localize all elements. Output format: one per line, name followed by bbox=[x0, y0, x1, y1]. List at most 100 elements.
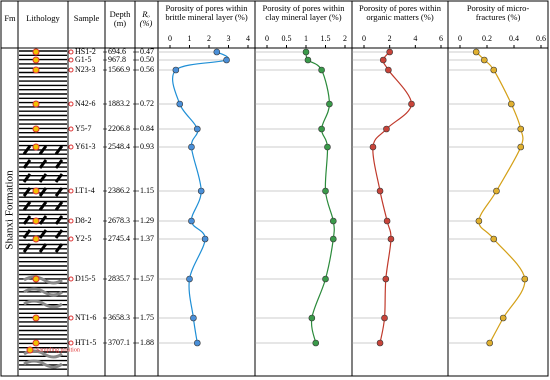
sample-name: G1-5 bbox=[75, 55, 91, 64]
x-tick-label: 4 bbox=[413, 34, 417, 43]
data-point bbox=[312, 339, 320, 347]
sample-name: Y2-5 bbox=[75, 234, 91, 243]
data-point bbox=[517, 143, 525, 151]
x-tick-label: 1.5 bbox=[321, 34, 331, 43]
sample-marker bbox=[68, 236, 74, 242]
lithology-sample-dot bbox=[32, 100, 40, 108]
data-point bbox=[490, 235, 498, 243]
sample-marker bbox=[68, 218, 74, 224]
data-point bbox=[329, 217, 337, 225]
x-tick-label: 0.4 bbox=[509, 34, 519, 43]
header-sample: Sample bbox=[73, 13, 100, 23]
x-tick-label: 0 bbox=[265, 34, 269, 43]
x-tick-label: 0.6 bbox=[536, 34, 546, 43]
x-tick-label: 2 bbox=[207, 34, 211, 43]
lithology-dash bbox=[38, 187, 48, 197]
data-point bbox=[322, 187, 329, 195]
sample-depth: 2678.3 bbox=[108, 216, 130, 225]
lithology-sample-dot bbox=[32, 339, 40, 347]
lithology-dash bbox=[38, 229, 48, 239]
lithology-dash bbox=[38, 243, 48, 253]
data-point bbox=[188, 217, 195, 225]
lithology-dash bbox=[54, 215, 64, 225]
data-point bbox=[324, 143, 331, 151]
sample-depth: 967.8 bbox=[108, 55, 126, 64]
sample-ro: 1.88 bbox=[140, 338, 154, 347]
data-point bbox=[302, 48, 310, 56]
data-point bbox=[486, 339, 494, 347]
data-point bbox=[507, 100, 515, 108]
data-point bbox=[386, 48, 393, 56]
data-point bbox=[521, 275, 529, 283]
data-point bbox=[194, 339, 201, 347]
lithology-dash bbox=[22, 201, 32, 211]
lithology-dash bbox=[38, 173, 48, 183]
sample-marker bbox=[68, 49, 74, 55]
data-point bbox=[322, 275, 329, 283]
legend-label: Sampling position bbox=[36, 347, 80, 353]
sample-name: D15-5 bbox=[75, 274, 95, 283]
lithology-sample-dot bbox=[32, 125, 40, 133]
sample-marker bbox=[68, 315, 74, 321]
lithology-dash bbox=[38, 201, 48, 211]
sample-ro: 1.29 bbox=[140, 216, 154, 225]
lithology-dash bbox=[22, 173, 32, 183]
lithology-sample-dot bbox=[32, 187, 40, 195]
sample-ro: 0.50 bbox=[140, 55, 154, 64]
sample-depth: 2206.8 bbox=[108, 124, 130, 133]
lithology-sample-dot bbox=[32, 235, 40, 243]
data-point bbox=[376, 187, 384, 195]
sample-marker bbox=[68, 67, 74, 73]
data-point bbox=[480, 56, 488, 64]
sample-name: D8-2 bbox=[75, 216, 91, 225]
data-point bbox=[176, 100, 184, 108]
data-point bbox=[475, 217, 483, 225]
data-point bbox=[326, 100, 333, 108]
x-tick-label: 2 bbox=[388, 34, 392, 43]
data-point bbox=[194, 125, 201, 133]
series-line bbox=[172, 51, 229, 344]
x-tick-label: 0.2 bbox=[482, 34, 492, 43]
data-point bbox=[408, 100, 415, 108]
sample-marker bbox=[68, 276, 74, 282]
data-point bbox=[318, 66, 325, 74]
header-depth: Depth (m) bbox=[109, 9, 131, 28]
sample-depth: 1566.9 bbox=[108, 65, 130, 74]
x-tick-label: 0 bbox=[362, 34, 366, 43]
sample-name: Y5-7 bbox=[75, 124, 91, 133]
data-point bbox=[385, 66, 392, 74]
header-lithology: Lithology bbox=[26, 13, 60, 23]
sample-ro: 0.84 bbox=[140, 124, 154, 133]
lithology-dash bbox=[38, 215, 48, 225]
data-point bbox=[381, 314, 388, 322]
lithology-dash bbox=[22, 243, 32, 253]
lithology-sample-dot bbox=[32, 66, 40, 74]
lithology-sample-dot bbox=[32, 56, 40, 64]
data-point bbox=[490, 66, 498, 74]
lithology-sample-dot bbox=[32, 314, 40, 322]
data-point bbox=[369, 143, 377, 151]
sample-depth: 3658.3 bbox=[108, 313, 130, 322]
sample-name: LT1-4 bbox=[75, 186, 95, 195]
data-point bbox=[382, 275, 390, 283]
sample-depth: 1883.2 bbox=[108, 99, 130, 108]
data-point bbox=[517, 125, 525, 133]
data-point bbox=[190, 314, 197, 322]
panel-title: Porosity of pores within brittle mineral… bbox=[165, 3, 248, 22]
data-point bbox=[304, 56, 312, 64]
lithology-dash bbox=[22, 229, 32, 239]
x-tick-label: 0 bbox=[168, 34, 172, 43]
data-point bbox=[172, 66, 180, 74]
sample-marker bbox=[68, 101, 74, 107]
data-point bbox=[308, 314, 316, 322]
lithology-lens bbox=[23, 299, 63, 309]
header-fm: Fm bbox=[4, 13, 16, 23]
panel-title: Porosity of micro-fractures (%) bbox=[466, 3, 530, 22]
data-point bbox=[383, 217, 391, 225]
data-point bbox=[318, 125, 325, 133]
lithology-lens bbox=[23, 275, 63, 285]
sample-name: N42-6 bbox=[75, 99, 95, 108]
data-point bbox=[197, 187, 205, 195]
